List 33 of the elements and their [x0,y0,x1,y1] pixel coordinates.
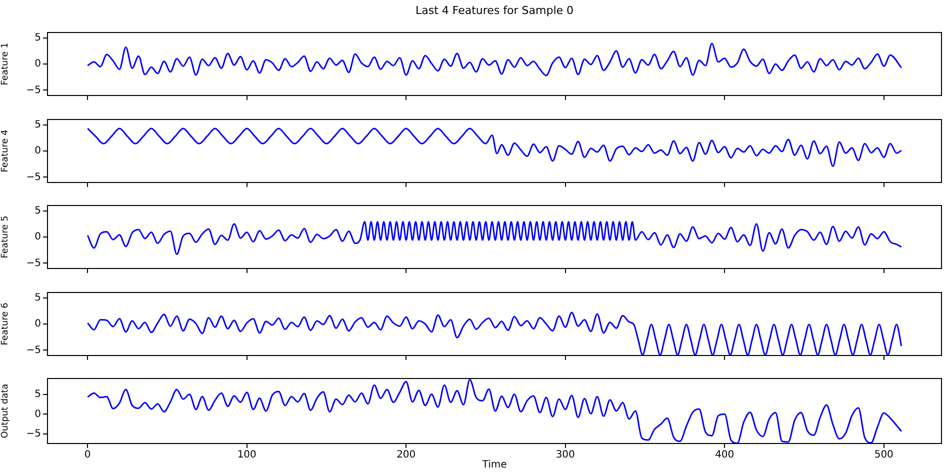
x-tick-label: 100 [237,450,256,461]
x-tick-label: 400 [715,450,734,461]
y-tick-label: 0 [34,232,41,243]
y-tick-label: 5 [34,205,41,216]
line-series [86,42,902,76]
y-tick-label: 0 [34,408,41,420]
line-series [86,221,902,256]
x-tick-label: 500 [874,450,894,461]
y-tick-label: 0 [34,58,41,70]
y-axis-title: Feature 5 [0,216,11,258]
y-tick-label: 5 [34,388,41,400]
y-axis-title: Feature 6 [0,302,11,345]
y-tick-label: 0 [34,318,41,330]
chart-title: Last 4 Features for Sample 0 [414,4,575,17]
y-axis-title: Feature 1 [0,42,11,86]
y-tick-label: −5 [26,84,41,96]
y-tick-label: −5 [26,171,41,182]
line-series [86,311,902,356]
x-tick-label: 300 [556,450,575,461]
y-tick-label: −5 [26,428,41,440]
y-tick-label: −5 [26,258,41,269]
line-series [86,378,902,444]
line-series [86,127,902,166]
y-axis-title: Feature 4 [0,128,11,172]
x-axis-title: Time [481,460,507,471]
y-tick-label: 0 [34,145,41,156]
y-axis-title: Output data [0,384,11,438]
y-tick-label: 5 [34,32,41,44]
y-tick-label: 5 [34,292,41,303]
x-tick-label: 200 [396,450,416,461]
y-tick-label: −5 [26,344,41,356]
x-tick-label: 0 [84,450,91,461]
y-tick-label: 5 [34,118,41,130]
